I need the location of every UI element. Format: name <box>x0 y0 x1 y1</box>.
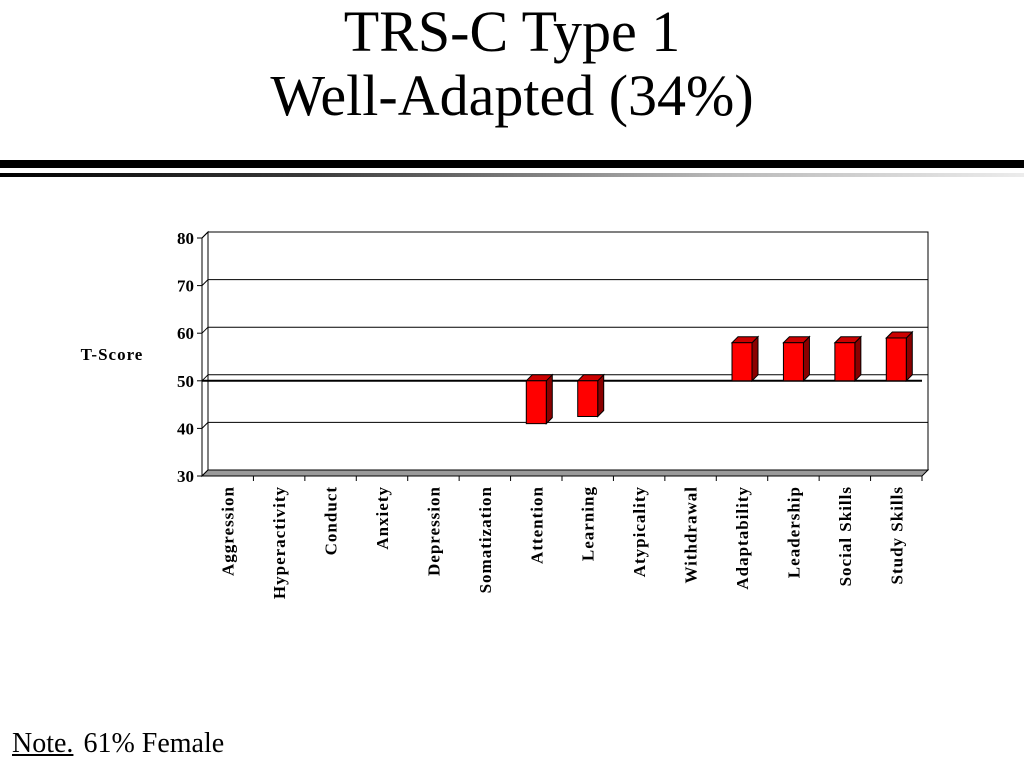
y-tick-label: 30 <box>177 467 194 486</box>
bar <box>885 337 907 382</box>
bar-side <box>802 335 810 383</box>
x-tick-label: Atypicality <box>630 486 649 577</box>
x-tick-label: Hyperactivity <box>270 486 289 599</box>
x-tick-label: Anxiety <box>373 486 392 550</box>
footnote: Note. 61% Female <box>12 726 224 762</box>
x-tick-label: Social Skills <box>836 486 855 586</box>
title-divider-gradient <box>0 173 1024 177</box>
x-tick-label: Conduct <box>322 486 341 555</box>
note-text: 61% Female <box>83 728 225 759</box>
bar <box>525 380 547 425</box>
x-tick-label: Somatization <box>476 486 495 593</box>
y-tick-label: 40 <box>177 419 194 438</box>
slide-title: TRS-C Type 1 Well-Adapted (34%) <box>0 0 1024 128</box>
title-line-1: TRS-C Type 1 <box>343 0 681 64</box>
plot-floor <box>200 469 930 477</box>
bar-side <box>545 373 553 425</box>
title-line-2: Well-Adapted (34%) <box>270 63 754 128</box>
y-axis-title: T-Score <box>81 345 144 364</box>
bar-side <box>905 330 913 383</box>
y-tick-label: 70 <box>177 277 194 296</box>
bar-side <box>597 373 605 418</box>
gridline-depth <box>201 422 209 429</box>
bar-side <box>751 335 759 383</box>
title-divider-thick <box>0 160 1024 168</box>
y-tick-label: 60 <box>177 324 194 343</box>
bar <box>834 342 856 382</box>
x-tick-label: Adaptability <box>733 486 752 590</box>
gridline-depth <box>201 279 209 286</box>
x-tick-label: Withdrawal <box>682 486 701 584</box>
x-tick-label: Study Skills <box>887 486 906 584</box>
y-tick-label: 80 <box>177 229 194 248</box>
bar <box>577 380 599 417</box>
x-tick-label: Aggression <box>219 486 238 576</box>
note-label: Note. <box>12 728 74 759</box>
bar <box>731 342 753 382</box>
x-tick-label: Depression <box>424 486 443 576</box>
gridline-depth <box>201 231 209 239</box>
gridline-depth <box>201 326 209 334</box>
plot-side-wall <box>201 230 209 478</box>
y-tick-label: 50 <box>177 372 194 391</box>
x-tick-label: Learning <box>579 486 598 561</box>
bar-side <box>854 335 862 383</box>
bar <box>782 342 804 382</box>
plot-back-wall <box>207 231 929 471</box>
x-tick-label: Leadership <box>784 486 803 578</box>
bar-chart: 30 40 50 60 70 80 T-Score Aggression Hyperactivi… <box>81 229 930 599</box>
x-tick-label: Attention <box>527 486 546 564</box>
